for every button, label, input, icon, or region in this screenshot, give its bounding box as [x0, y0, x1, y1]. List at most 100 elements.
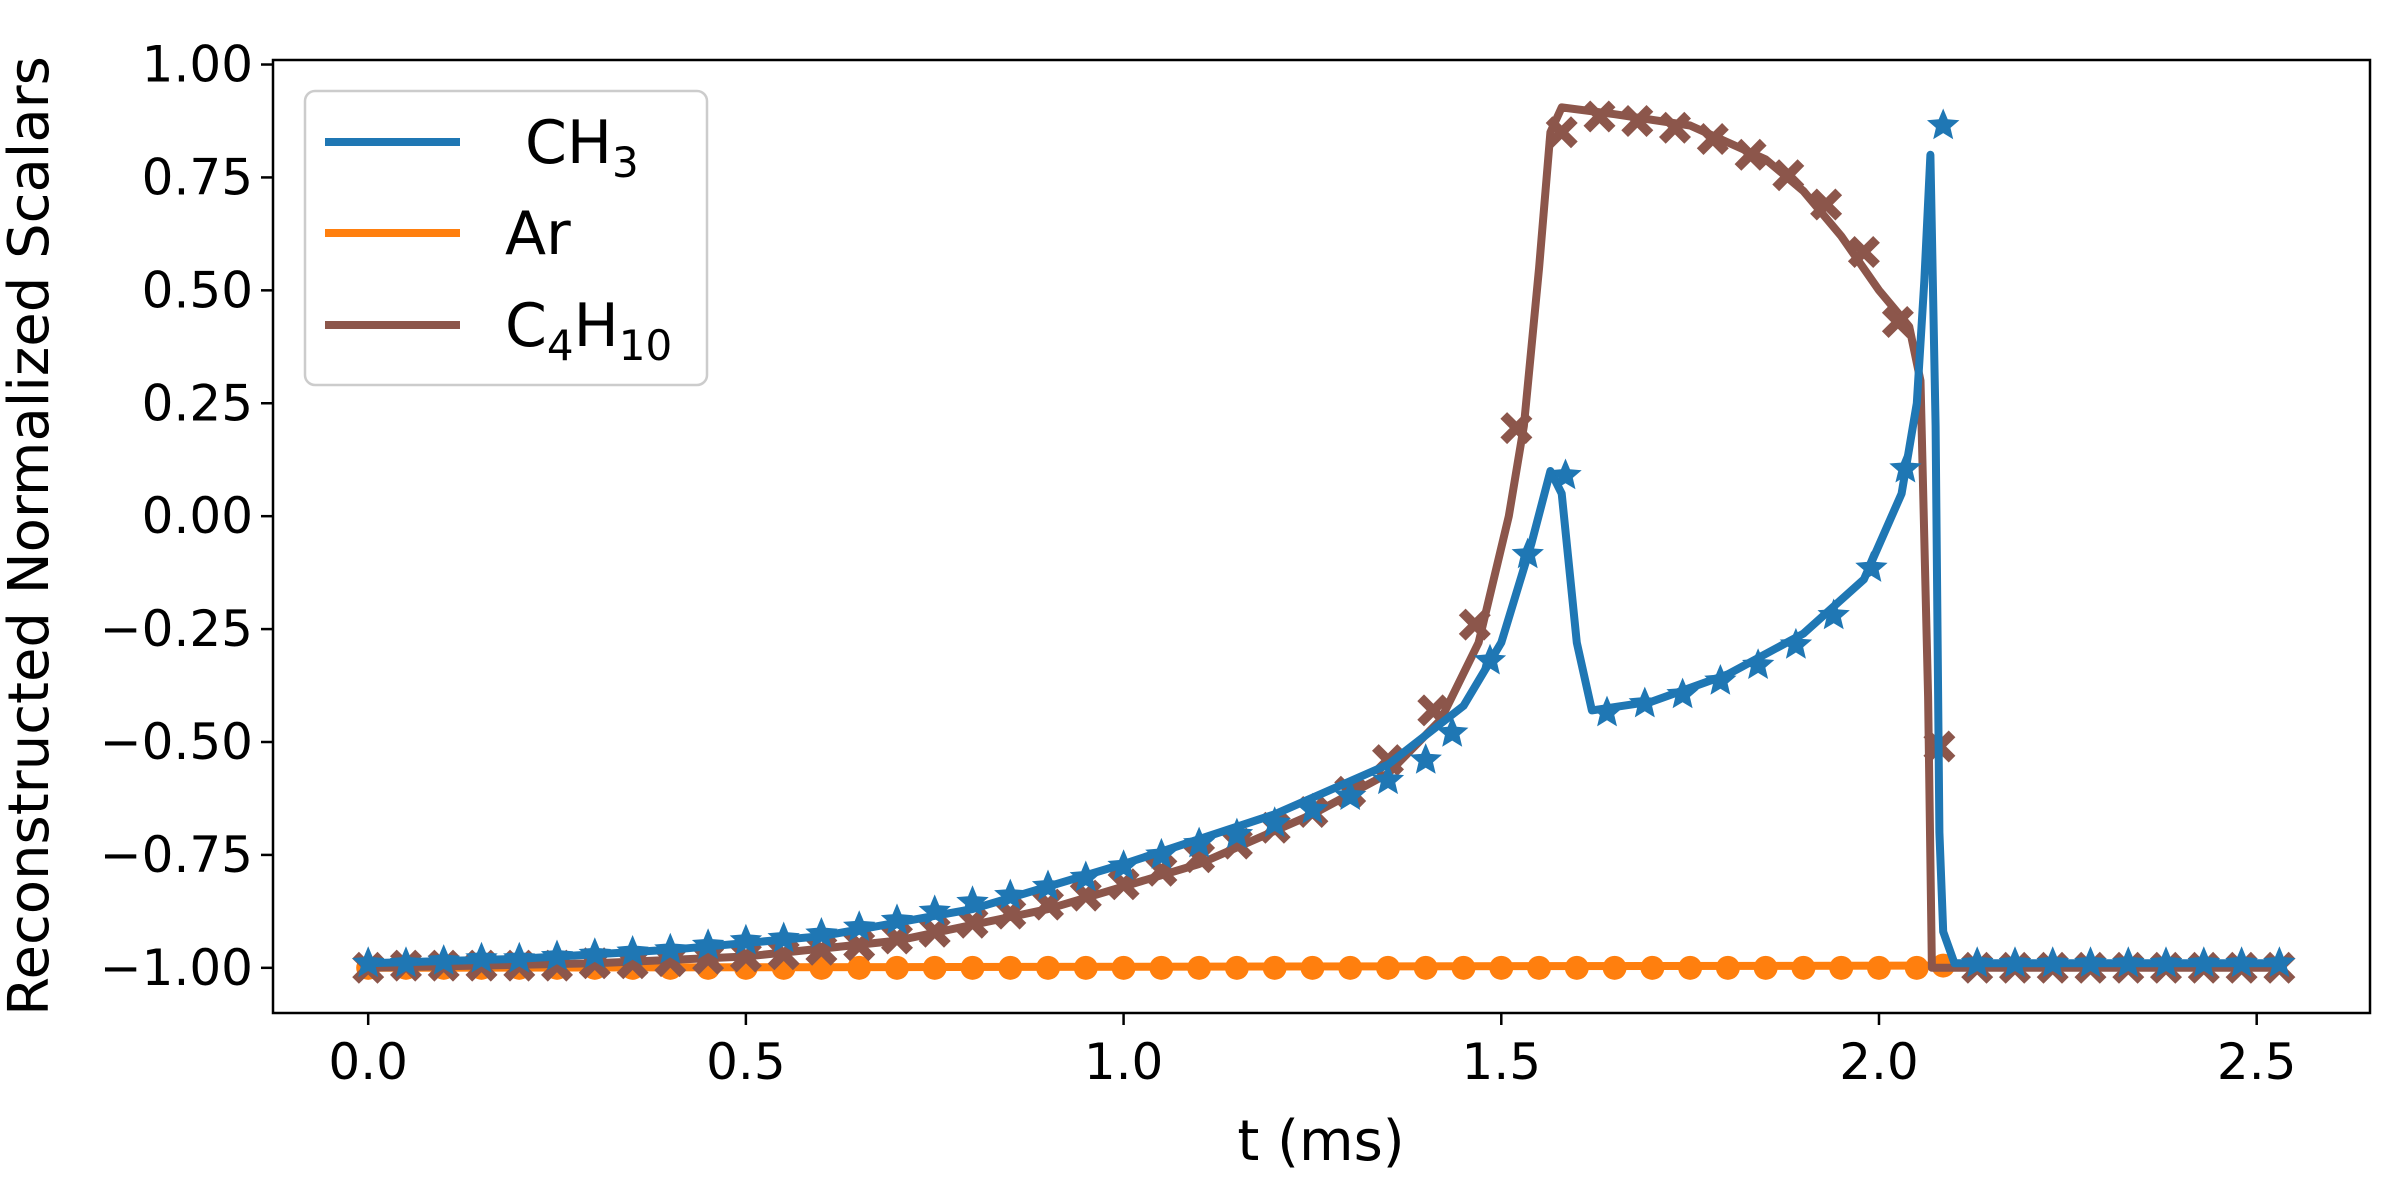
- data-point-c4h10: [1545, 116, 1578, 149]
- data-point-ch3: [1666, 677, 1699, 709]
- data-point-ar: [1149, 955, 1174, 980]
- data-point-ar: [1451, 955, 1476, 980]
- data-point-ch3: [1998, 946, 2032, 978]
- data-point-ch3: [805, 917, 838, 948]
- legend-label-ch3: CH3: [525, 108, 639, 187]
- legend: CH3 Ar C4H10: [303, 89, 709, 387]
- y-tick-label: 0.50: [142, 261, 253, 319]
- data-point-c4h10: [1659, 111, 1691, 144]
- data-point-ch3: [994, 878, 1027, 910]
- data-point-ch3: [654, 932, 687, 964]
- data-point-ch3: [1742, 648, 1775, 679]
- data-point-ch3: [2036, 946, 2069, 978]
- data-point-ar: [1413, 955, 1438, 980]
- data-point-c4h10: [1772, 159, 1805, 192]
- data-point-ch3: [880, 903, 914, 935]
- data-point-ch3: [729, 923, 763, 955]
- data-point-ar: [998, 955, 1023, 980]
- data-point-ar: [922, 955, 947, 980]
- data-point-ar: [884, 955, 909, 980]
- y-tick-label: 1.00: [142, 36, 253, 94]
- data-point-ar: [1111, 955, 1136, 980]
- data-point-ch3: [691, 928, 725, 959]
- data-point-c4h10: [1458, 608, 1491, 641]
- data-point-ar: [1564, 955, 1589, 980]
- x-tick-label: 2.5: [2217, 1033, 2297, 1091]
- legend-label-ar: Ar: [505, 199, 571, 269]
- data-point-ar: [1678, 955, 1703, 980]
- data-point-ch3: [1927, 108, 1960, 140]
- data-point-ch3: [1889, 451, 1922, 483]
- data-point-ar: [1640, 955, 1665, 980]
- x-tick-label: 0.0: [328, 1033, 408, 1091]
- data-point-ch3: [1220, 817, 1254, 849]
- data-point-ch3: [1961, 946, 1994, 978]
- data-point-ch3: [616, 935, 649, 966]
- data-point-c4h10: [1500, 412, 1533, 445]
- data-point-ch3: [1473, 643, 1507, 675]
- data-point-ar: [1527, 955, 1552, 980]
- series-layer: [352, 100, 2296, 984]
- y-axis-label: Reconstructed Normalized Scalars: [0, 56, 62, 1016]
- data-point-ch3: [2074, 946, 2107, 978]
- data-point-c4h10: [1734, 138, 1767, 171]
- data-point-ar: [1753, 955, 1778, 980]
- data-point-c4h10: [1621, 105, 1654, 137]
- data-point-ar: [1791, 955, 1816, 980]
- data-point-ar: [847, 955, 872, 980]
- series-ch3: [352, 108, 2296, 978]
- data-point-ar: [1904, 955, 1929, 980]
- data-point-ch3: [1511, 537, 1544, 569]
- data-point-ch3: [465, 941, 498, 973]
- data-point-ch3: [352, 946, 385, 978]
- data-point-ar: [960, 955, 985, 980]
- data-point-ch3: [1779, 627, 1813, 659]
- data-point-ch3: [540, 939, 574, 971]
- data-point-ch3: [956, 885, 989, 917]
- data-point-ch3: [1183, 826, 1216, 858]
- data-point-ch3: [1258, 806, 1291, 838]
- x-axis-label: t (ms): [1237, 1109, 1404, 1174]
- y-tick-label: −0.75: [100, 826, 253, 884]
- y-tick-label: −0.50: [100, 713, 253, 771]
- data-point-ch3: [2112, 946, 2145, 978]
- data-point-ar: [1036, 955, 1061, 980]
- data-point-ch3: [1107, 849, 1140, 880]
- data-point-ch3: [2263, 946, 2296, 978]
- y-tick-label: 0.25: [142, 374, 253, 432]
- data-point-ar: [1489, 955, 1514, 980]
- data-point-ch3: [843, 910, 876, 941]
- data-point-c4h10: [1847, 236, 1880, 268]
- data-point-ch3: [389, 946, 423, 978]
- data-point-c4h10: [1583, 100, 1616, 133]
- y-tick-label: −0.25: [100, 600, 253, 658]
- data-point-ch3: [2225, 946, 2258, 978]
- data-point-ch3: [578, 937, 611, 968]
- legend-label-c4h10: C4H10: [505, 291, 672, 370]
- data-point-ar: [1602, 955, 1627, 980]
- y-axis: 1.00 0.75 0.50 0.25 0.00 −0.25 −0.50 −0.75 −1.00: [100, 36, 273, 997]
- y-tick-label: 0.00: [142, 487, 253, 545]
- data-point-ch3: [2149, 946, 2183, 978]
- x-tick-label: 0.5: [706, 1033, 786, 1091]
- data-point-ch3: [1628, 686, 1661, 718]
- data-point-ch3: [503, 941, 536, 973]
- x-tick-label: 1.5: [1462, 1033, 1542, 1091]
- data-point-ar: [1300, 955, 1325, 980]
- legend-box: [303, 89, 709, 387]
- data-point-ch3: [1031, 869, 1065, 901]
- data-point-ch3: [1590, 695, 1624, 727]
- data-point-c4h10: [1810, 188, 1843, 221]
- data-point-ch3: [2187, 946, 2220, 978]
- x-axis: 0.0 0.5 1.0 1.5 2.0 2.5: [328, 1013, 2296, 1091]
- data-point-ar: [1073, 955, 1098, 980]
- data-point-ch3: [918, 894, 951, 926]
- data-point-c4h10: [1881, 306, 1914, 338]
- data-point-ch3: [1409, 743, 1442, 774]
- data-point-ar: [1224, 955, 1249, 980]
- data-point-ch3: [767, 921, 800, 953]
- data-point-ch3: [1817, 598, 1850, 630]
- y-tick-label: 0.75: [142, 148, 253, 206]
- plot-area-frame: [271, 58, 2372, 1015]
